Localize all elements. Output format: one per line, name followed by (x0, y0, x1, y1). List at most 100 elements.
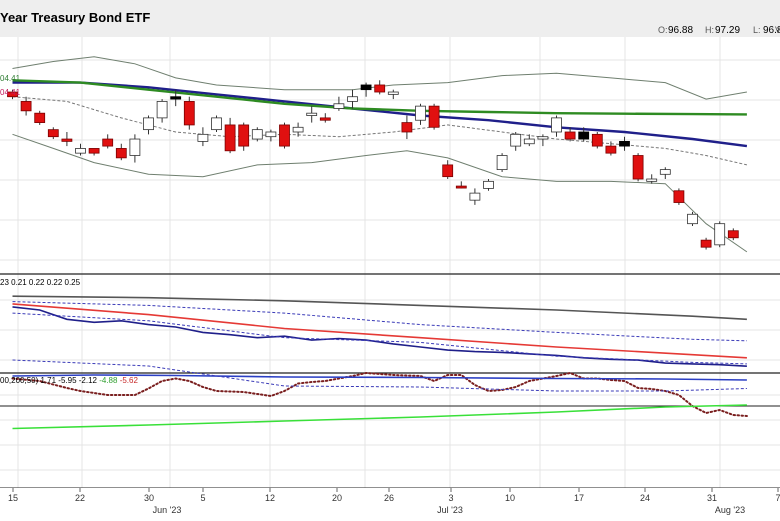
candle[interactable] (442, 160, 454, 180)
candle-body (333, 103, 345, 109)
candle-body (156, 101, 168, 119)
candle-body (211, 117, 222, 131)
x-tick-label: 15 (8, 493, 18, 503)
candle[interactable] (20, 96, 32, 116)
candle[interactable] (687, 211, 698, 227)
month-label: Jul '23 (437, 505, 463, 515)
candle[interactable] (387, 89, 399, 100)
ohlc-readout: O:96.88 H:97.29 L:96.84V: (658, 25, 780, 36)
indicator-panel-2: 23 0.21 0.22 0.22 0.25 (0, 278, 747, 367)
candle-body (7, 91, 18, 98)
candle[interactable] (591, 131, 603, 149)
candle-body (61, 138, 73, 142)
candle[interactable] (646, 174, 658, 184)
candle[interactable] (360, 82, 372, 97)
candle[interactable] (47, 127, 59, 140)
candle[interactable] (374, 80, 386, 95)
ohlc-key: V: (775, 25, 780, 35)
candle[interactable] (211, 115, 222, 132)
candle-body (374, 84, 386, 93)
overlay-ma-green (12, 79, 747, 116)
candle[interactable] (619, 136, 630, 151)
candle[interactable] (156, 99, 168, 123)
candle[interactable] (401, 115, 413, 140)
candle[interactable] (115, 143, 127, 161)
overlay-band-upper (12, 56, 747, 100)
chart-title: Year Treasury Bond ETF (0, 10, 150, 25)
panel3-label-part: 00,200,50) (0, 376, 39, 385)
candle[interactable] (183, 96, 195, 130)
candle[interactable] (279, 122, 290, 149)
candle-body (564, 131, 576, 140)
candle[interactable] (673, 188, 685, 205)
candle[interactable] (469, 188, 481, 205)
ohlc-value: 97.29 (715, 25, 740, 36)
candle-body (714, 223, 726, 246)
candle[interactable] (34, 110, 46, 125)
candle[interactable] (75, 143, 86, 156)
x-tick-label: 30 (144, 493, 154, 503)
candle[interactable] (578, 127, 590, 142)
candle-body (619, 140, 630, 147)
candle[interactable] (319, 113, 331, 123)
candle[interactable] (551, 115, 562, 137)
candle[interactable] (659, 167, 671, 180)
candle[interactable] (88, 148, 100, 156)
candle[interactable] (564, 127, 576, 142)
candle[interactable] (415, 103, 426, 125)
candle[interactable] (129, 134, 141, 163)
candle[interactable] (170, 89, 182, 107)
panel3-label-part: -5.62 (117, 376, 138, 385)
candle[interactable] (510, 131, 522, 151)
x-tick-label: 12 (265, 493, 275, 503)
candle[interactable] (428, 103, 440, 130)
candle[interactable] (523, 134, 535, 147)
x-axis: 15 22 30 5 12 20 26 3 10 17 24 31 7 Jun '23 Jul '23 Aug… (0, 488, 780, 516)
candlesticks[interactable] (7, 80, 739, 250)
price-label-green: 04.41 (0, 74, 21, 83)
candle[interactable] (102, 134, 114, 149)
candle-body (224, 124, 236, 152)
candle-body (455, 185, 467, 189)
candle[interactable] (714, 221, 726, 248)
ohlc-key: L: (753, 25, 761, 35)
panel2-gray-line (12, 295, 747, 321)
candle[interactable] (347, 89, 358, 109)
candle[interactable] (537, 134, 549, 147)
candle[interactable] (455, 181, 467, 189)
candle[interactable] (143, 115, 154, 135)
candle-body (415, 105, 426, 121)
candle-body (605, 145, 617, 154)
candle[interactable] (306, 106, 318, 123)
candle[interactable] (727, 228, 739, 241)
candle[interactable] (61, 131, 73, 147)
candle-body (727, 230, 739, 239)
candle[interactable] (238, 122, 250, 151)
candle[interactable] (605, 141, 617, 156)
candle[interactable] (333, 96, 345, 111)
candle[interactable] (197, 127, 209, 147)
candle[interactable] (292, 122, 304, 137)
candle[interactable] (224, 117, 236, 154)
candle-body (496, 155, 508, 171)
candle[interactable] (7, 89, 18, 100)
candle-body (700, 239, 712, 248)
candle-body (47, 129, 59, 138)
candle-body (129, 138, 141, 156)
panel3-label-part: 1.71 (38, 376, 56, 385)
candle[interactable] (265, 129, 277, 142)
header-bar (0, 0, 780, 37)
panel2-dash-upper-line (12, 301, 747, 342)
overlay-ma-blue (12, 81, 748, 148)
panel3-green-line (12, 404, 747, 430)
x-tick-label: 26 (384, 493, 394, 503)
candle[interactable] (483, 179, 494, 191)
candle[interactable] (251, 127, 263, 142)
panel3-dash-line (12, 359, 747, 392)
candle[interactable] (496, 153, 508, 172)
candle[interactable] (700, 237, 712, 250)
x-tick-label: 7 (775, 493, 780, 503)
candle-body (279, 124, 290, 147)
candle[interactable] (632, 153, 644, 182)
candle-body (632, 155, 644, 180)
